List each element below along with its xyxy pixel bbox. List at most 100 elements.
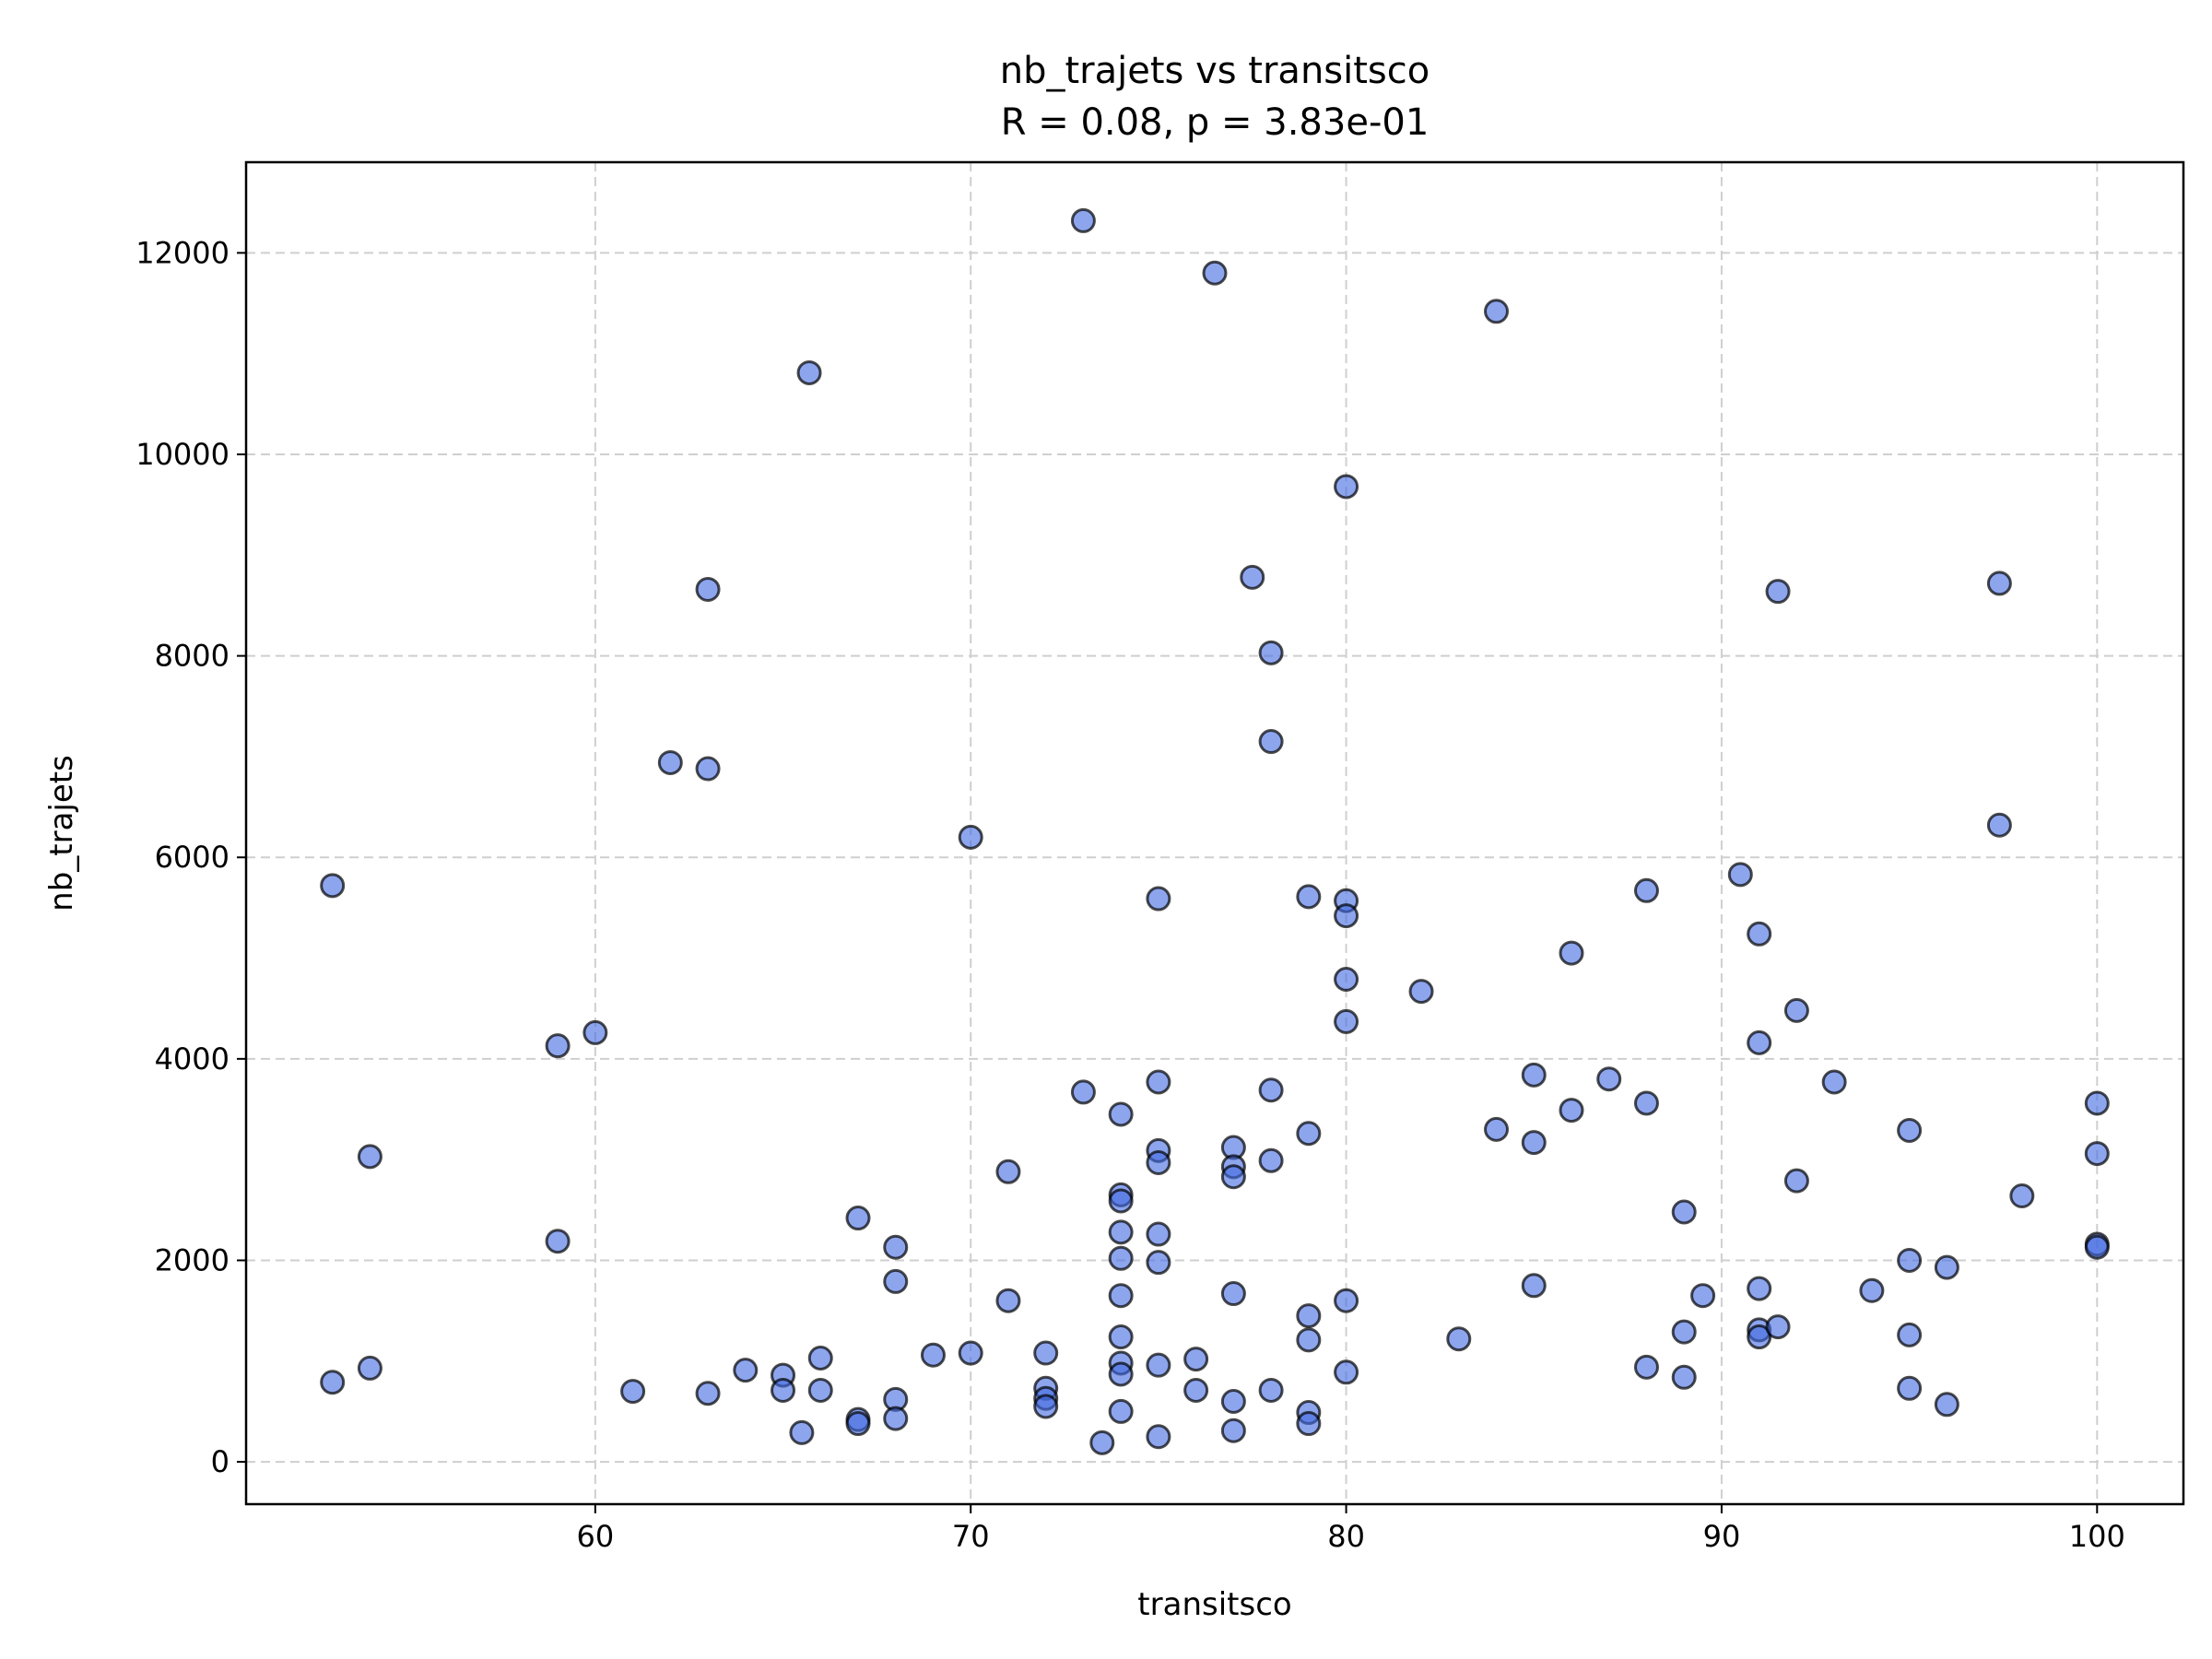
data-point	[320, 1370, 346, 1395]
data-point	[1408, 979, 1434, 1005]
data-point	[1765, 579, 1791, 605]
data-point	[1220, 1389, 1246, 1415]
data-point	[1183, 1347, 1209, 1372]
data-point	[1334, 1359, 1359, 1385]
data-point	[733, 1358, 759, 1383]
data-point	[695, 576, 721, 602]
data-point	[958, 1340, 983, 1366]
data-point	[1089, 1430, 1115, 1455]
data-point	[320, 873, 346, 899]
data-point	[1633, 1090, 1659, 1116]
data-point	[1334, 1288, 1359, 1313]
data-point	[1690, 1283, 1716, 1309]
data-point	[1240, 564, 1265, 590]
data-point	[695, 1381, 721, 1406]
x-tick-label: 90	[1703, 1519, 1741, 1554]
data-point	[883, 1234, 909, 1260]
data-point	[1783, 997, 1809, 1023]
y-tick-label: 6000	[155, 840, 229, 875]
data-point	[1108, 1398, 1134, 1424]
data-point	[1146, 1221, 1171, 1247]
x-tick-label: 60	[576, 1519, 614, 1554]
data-point	[1897, 1247, 1923, 1273]
data-point	[657, 749, 683, 775]
y-tick-label: 2000	[155, 1242, 229, 1277]
data-point	[2009, 1183, 2035, 1209]
data-point	[1633, 877, 1659, 903]
data-point	[1747, 1324, 1772, 1350]
data-point	[1296, 1303, 1322, 1329]
chart-title: nb_trajets vs transitsco	[1000, 50, 1430, 92]
data-point	[1108, 1324, 1134, 1350]
data-point	[1296, 1121, 1322, 1147]
data-point	[357, 1355, 382, 1381]
data-point	[883, 1268, 909, 1294]
data-point	[1484, 299, 1510, 324]
data-point	[1220, 1164, 1246, 1190]
data-point	[845, 1206, 871, 1231]
data-point	[1334, 903, 1359, 929]
y-tick-label: 0	[211, 1444, 229, 1479]
data-point	[1202, 260, 1228, 286]
data-point	[1747, 1276, 1772, 1301]
data-point	[1765, 1314, 1791, 1340]
x-tick-label: 100	[2069, 1519, 2125, 1554]
data-point	[1183, 1377, 1209, 1403]
data-point	[2084, 1090, 2110, 1116]
data-point	[920, 1342, 946, 1368]
points-layer	[320, 207, 2110, 1455]
data-point	[1521, 1130, 1547, 1156]
data-point	[1258, 640, 1284, 665]
data-point	[1334, 1008, 1359, 1034]
data-point	[1727, 862, 1753, 888]
data-point	[1146, 1149, 1171, 1175]
data-point	[1258, 1377, 1284, 1403]
data-point	[2084, 1141, 2110, 1167]
data-point	[1671, 1199, 1697, 1225]
x-tick-label: 80	[1327, 1519, 1365, 1554]
data-point	[620, 1379, 646, 1405]
data-point	[1986, 812, 2012, 838]
data-point	[1108, 1219, 1134, 1245]
data-point	[1146, 1069, 1171, 1095]
data-point	[995, 1159, 1021, 1184]
data-point	[1258, 1077, 1284, 1103]
data-point	[1296, 1411, 1322, 1437]
y-tick-label: 8000	[155, 639, 229, 674]
data-point	[1258, 1147, 1284, 1173]
data-point	[1934, 1254, 1959, 1280]
data-point	[1446, 1326, 1472, 1352]
data-point	[1859, 1277, 1885, 1303]
data-point	[1484, 1116, 1510, 1142]
data-point	[1671, 1319, 1697, 1345]
data-point	[1747, 921, 1772, 947]
chart-subtitle: R = 0.08, p = 3.83e-01	[1001, 101, 1430, 144]
data-point	[545, 1229, 571, 1254]
y-axis-label: nb_trajets	[43, 755, 80, 912]
data-point	[1108, 1101, 1134, 1127]
data-point	[1258, 729, 1284, 755]
data-point	[1521, 1062, 1547, 1088]
data-point	[1559, 1098, 1584, 1124]
data-point	[1108, 1283, 1134, 1309]
data-point	[1334, 474, 1359, 500]
data-point	[1070, 1079, 1096, 1105]
data-point	[958, 824, 983, 850]
data-point	[845, 1411, 871, 1437]
data-point	[2084, 1234, 2110, 1260]
data-point	[807, 1377, 833, 1403]
data-point	[1108, 1245, 1134, 1271]
data-point	[1033, 1394, 1059, 1419]
data-point	[1596, 1066, 1622, 1092]
data-point	[1897, 1322, 1923, 1347]
data-point	[1559, 940, 1584, 966]
data-point	[1334, 966, 1359, 992]
data-point	[1146, 1352, 1171, 1378]
data-point	[695, 756, 721, 782]
data-point	[995, 1288, 1021, 1313]
data-point	[1220, 1281, 1246, 1307]
data-point	[1671, 1364, 1697, 1390]
data-point	[1783, 1168, 1809, 1194]
y-tick-label: 10000	[135, 437, 229, 472]
